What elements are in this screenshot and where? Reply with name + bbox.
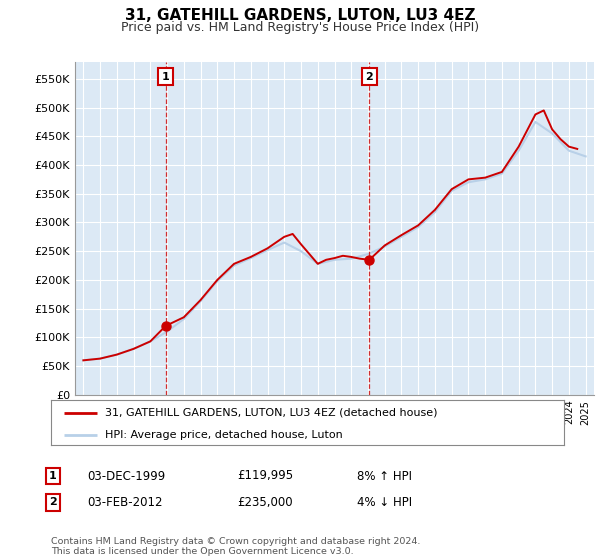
Text: Contains HM Land Registry data © Crown copyright and database right 2024.
This d: Contains HM Land Registry data © Crown c… xyxy=(51,536,421,556)
Text: 4% ↓ HPI: 4% ↓ HPI xyxy=(357,496,412,509)
Text: 1: 1 xyxy=(49,471,56,481)
Text: £235,000: £235,000 xyxy=(237,496,293,509)
Text: 2: 2 xyxy=(49,497,56,507)
Text: 8% ↑ HPI: 8% ↑ HPI xyxy=(357,469,412,483)
Text: 1: 1 xyxy=(162,72,170,82)
Text: 03-DEC-1999: 03-DEC-1999 xyxy=(87,469,165,483)
Text: HPI: Average price, detached house, Luton: HPI: Average price, detached house, Luto… xyxy=(105,430,343,440)
Text: 31, GATEHILL GARDENS, LUTON, LU3 4EZ: 31, GATEHILL GARDENS, LUTON, LU3 4EZ xyxy=(125,8,475,24)
Text: 03-FEB-2012: 03-FEB-2012 xyxy=(87,496,163,509)
Text: 2: 2 xyxy=(365,72,373,82)
Text: Price paid vs. HM Land Registry's House Price Index (HPI): Price paid vs. HM Land Registry's House … xyxy=(121,21,479,34)
Text: 31, GATEHILL GARDENS, LUTON, LU3 4EZ (detached house): 31, GATEHILL GARDENS, LUTON, LU3 4EZ (de… xyxy=(105,408,437,418)
Text: £119,995: £119,995 xyxy=(237,469,293,483)
